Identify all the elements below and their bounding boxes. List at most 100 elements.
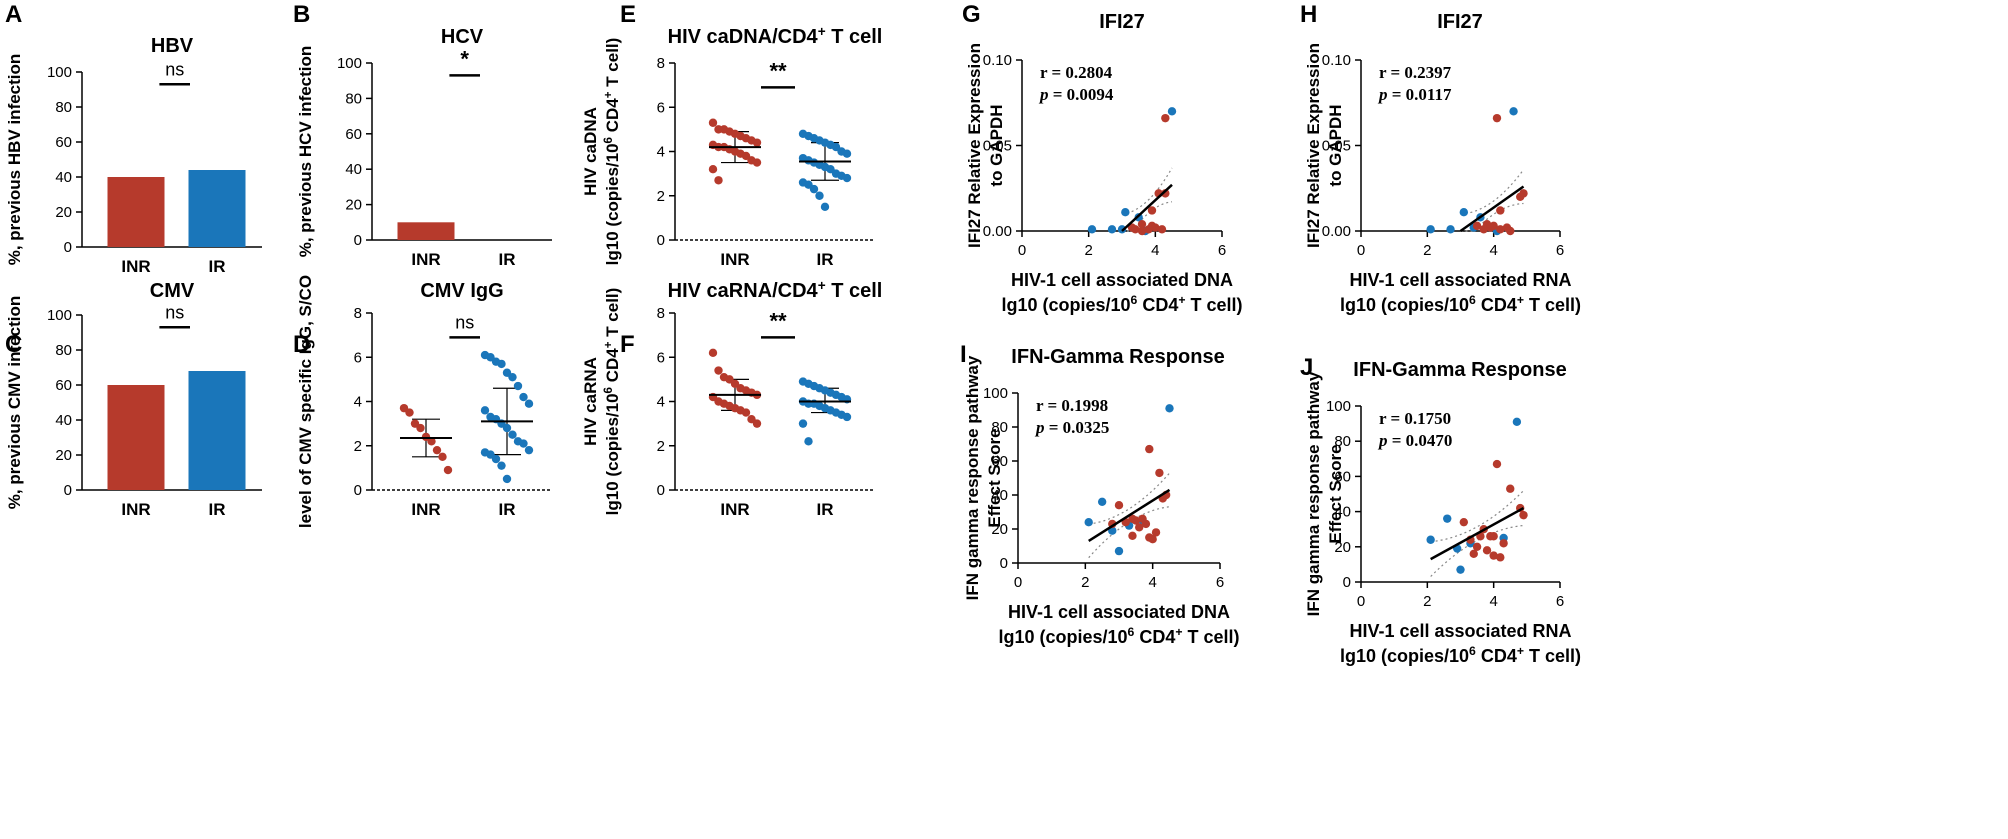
x-category-label: IR (499, 250, 516, 269)
p-symbol: p (1377, 431, 1388, 450)
y-axis-label: IFI27 Relative Expression (965, 43, 984, 248)
data-point-inr (1496, 225, 1505, 234)
chart-title: HBV (151, 35, 194, 57)
significance-label: ns (165, 59, 184, 79)
data-point (519, 392, 528, 402)
x-axis-label-part: CD4 (1476, 646, 1517, 666)
data-point-ir (1443, 514, 1452, 523)
p-value: p = 0.0094 (1038, 85, 1114, 104)
data-point (443, 465, 453, 475)
y-axis-label-part: 6 (603, 137, 615, 143)
x-tick-label: 0 (1357, 593, 1365, 610)
x-category-label: INR (720, 500, 749, 519)
y-tick-label: 40 (1334, 504, 1351, 521)
x-category-label: INR (411, 250, 440, 269)
ci-upper-band (1460, 169, 1524, 215)
x-tick-label: 0 (1018, 242, 1026, 259)
panel-letter: G (962, 1, 981, 28)
x-axis-label-2: lg10 (copies/106 CD4+ T cell) (1340, 293, 1581, 315)
p-symbol: p (1034, 418, 1045, 437)
data-point (804, 437, 813, 446)
x-axis-label: HIV-1 cell associated DNA (1011, 270, 1233, 290)
data-point (752, 138, 762, 147)
chart-title-part: + (818, 24, 826, 39)
data-point-ir (1459, 207, 1469, 217)
ci-upper-band (1430, 490, 1524, 543)
y-tick-label: 0.00 (983, 223, 1012, 240)
x-axis-label-part: 6 (1469, 293, 1476, 307)
y-tick-label: 80 (991, 419, 1008, 436)
data-point-inr (1155, 468, 1164, 478)
y-tick-label: 2 (354, 438, 362, 455)
y-tick-label: 80 (55, 342, 72, 359)
x-tick-label: 6 (1556, 242, 1564, 259)
y-tick-label: 4 (657, 394, 665, 411)
x-category-label: INR (720, 250, 749, 269)
chart-title: IFN-Gamma Response (1011, 346, 1224, 368)
y-axis-label-2: Effect Score (985, 428, 1004, 527)
data-point-ir (1426, 225, 1435, 234)
p-number: = 0.0094 (1049, 85, 1114, 104)
p-number: = 0.0325 (1045, 418, 1110, 437)
y-axis-label-2: to GAPDH (987, 104, 1006, 186)
r-value: r = 0.1750 (1379, 409, 1451, 428)
data-point (741, 408, 751, 417)
data-point-inr (1459, 517, 1469, 527)
y-tick-label: 80 (345, 90, 362, 107)
y-tick-label: 0 (1343, 574, 1351, 591)
chart-title-part: HIV caRNA/CD4 (668, 280, 819, 302)
y-tick-label: 60 (345, 126, 362, 143)
bar-inr (107, 385, 165, 490)
data-point (432, 445, 442, 455)
y-tick-label: 20 (55, 204, 72, 221)
y-tick-label: 8 (657, 305, 665, 322)
data-point-ir (1456, 565, 1465, 574)
x-tick-label: 2 (1084, 242, 1092, 259)
x-axis-label-part: 6 (1128, 625, 1135, 639)
y-axis-label: IFI27 Relative Expression (1304, 43, 1323, 248)
y-tick-label: 2 (657, 438, 665, 455)
regression-line (1430, 506, 1525, 561)
y-tick-label: 100 (337, 55, 362, 72)
chart-title: CMV (150, 280, 195, 302)
data-point (809, 184, 819, 194)
panel-letter: H (1300, 1, 1317, 28)
significance-label: ns (455, 312, 474, 332)
chart-title: CMV IgG (420, 280, 503, 302)
x-tick-label: 6 (1556, 593, 1564, 610)
y-tick-label: 60 (991, 453, 1008, 470)
x-tick-label: 4 (1151, 242, 1159, 259)
data-point-inr (1482, 546, 1492, 555)
x-category-label: IR (209, 500, 226, 519)
y-tick-label: 8 (657, 55, 665, 72)
significance-label: ** (769, 308, 787, 333)
x-tick-label: 4 (1489, 593, 1497, 610)
p-number: = 0.0117 (1388, 85, 1452, 104)
data-point-ir (1121, 207, 1130, 217)
ci-lower-band (1460, 202, 1524, 232)
y-axis-label-2: lg10 (copies/106 CD4+ T cell) (603, 38, 622, 266)
y-tick-label: 80 (55, 99, 72, 116)
data-point-inr (1144, 225, 1153, 234)
r-value: r = 0.1998 (1036, 396, 1108, 415)
y-tick-label: 100 (983, 385, 1008, 402)
data-point (752, 158, 762, 167)
chart-title-part: T cell (826, 280, 883, 302)
y-tick-label: 60 (55, 377, 72, 394)
x-category-label: IR (817, 250, 834, 269)
data-point-inr (1472, 221, 1482, 231)
y-tick-label: 0 (64, 239, 72, 256)
data-point-ir (1114, 546, 1124, 556)
y-axis-label: %, previous CMV infection (5, 296, 24, 509)
data-point-ir (1084, 518, 1093, 527)
y-tick-label: 20 (991, 521, 1008, 538)
data-point (752, 419, 762, 428)
x-axis-label-part: + (1517, 644, 1524, 658)
x-axis-label-2: lg10 (copies/106 CD4+ T cell) (1001, 293, 1242, 315)
data-point (842, 412, 852, 422)
data-point (513, 381, 523, 391)
data-point-ir (1107, 225, 1117, 234)
x-axis-label-part: + (1175, 625, 1182, 639)
data-point (405, 408, 414, 417)
x-category-label: IR (499, 500, 516, 519)
